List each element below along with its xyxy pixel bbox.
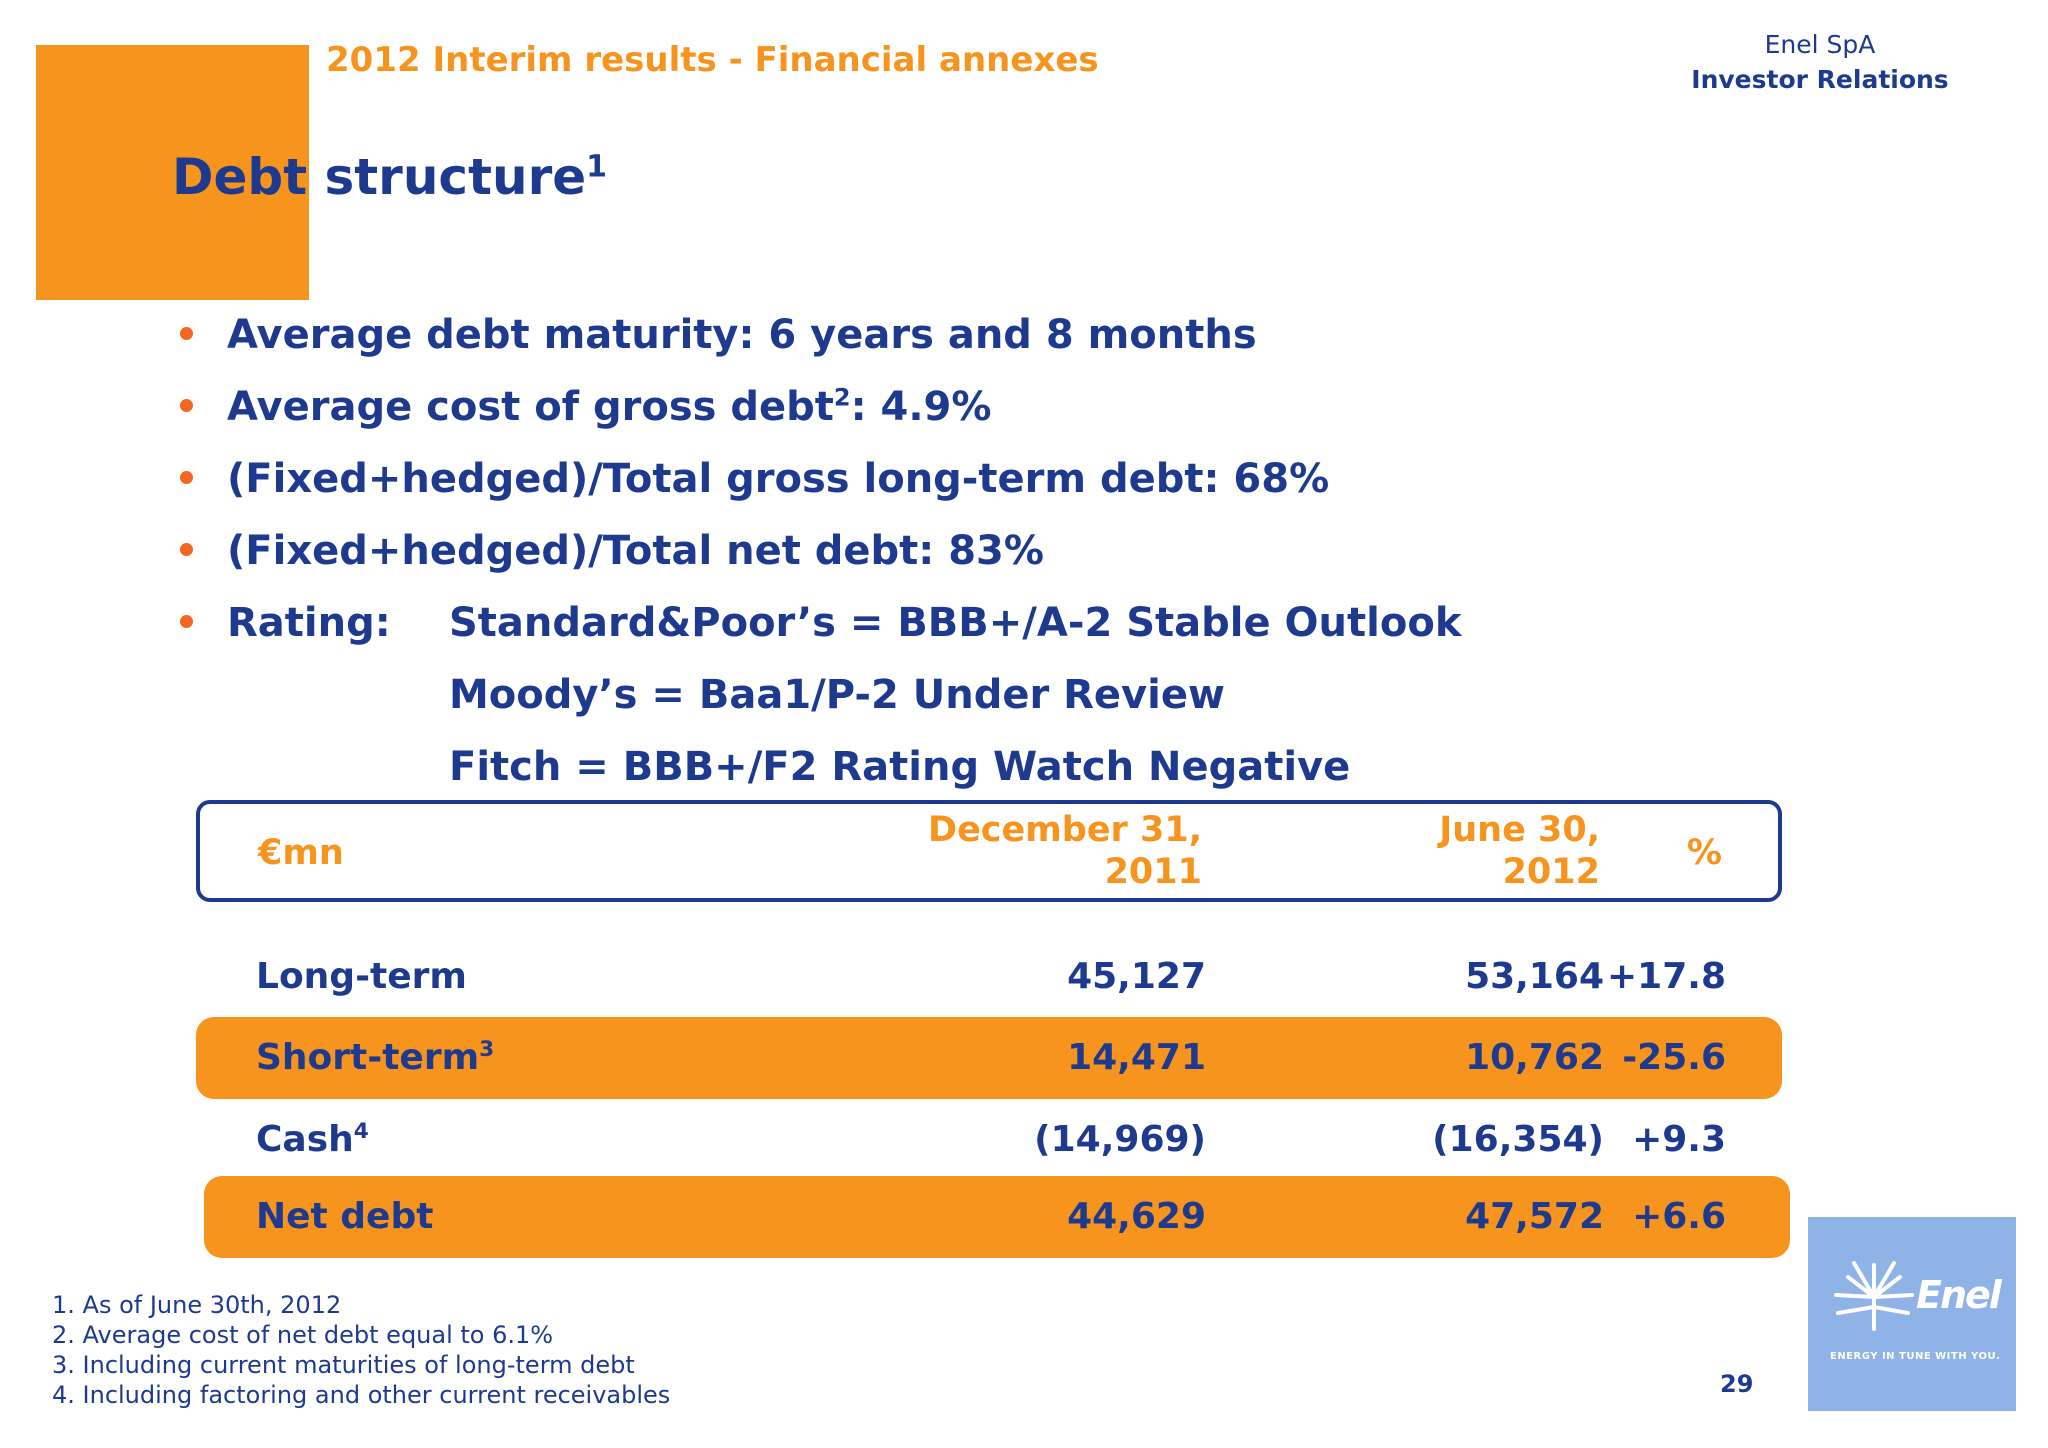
- table-row-cash: Cash4 (14,969) (16,354) +9.3: [196, 1099, 1782, 1181]
- bullet-fixed-net: (Fixed+hedged)/Total net debt: 83%: [180, 521, 1044, 581]
- enel-logo: Enel ENERGY IN TUNE WITH YOU.: [1808, 1217, 2016, 1411]
- bullet-cost: Average cost of gross debt2: 4.9%: [180, 377, 991, 437]
- page-title: Debt structure1: [172, 148, 607, 206]
- bullet-fixed-net-text: (Fixed+hedged)/Total net debt: 83%: [227, 528, 1044, 574]
- cell-pct: -25.6: [1622, 1037, 1726, 1078]
- table-row-long-term: Long-term 45,127 53,164 +17.8: [196, 936, 1782, 1018]
- rating-sp: Standard&Poor’s = BBB+/A-2 Stable Outloo…: [449, 600, 1462, 646]
- header-dec-2011-line1: December 31,: [928, 810, 1202, 850]
- table-row-short-term: Short-term3 14,471 10,762 -25.6: [196, 1017, 1782, 1099]
- cell-pct: +17.8: [1607, 956, 1726, 997]
- header-jun-2012: June 30, 2012: [1439, 809, 1600, 893]
- enel-tree-icon: [1834, 1261, 1914, 1331]
- rating-fitch: Fitch = BBB+/F2 Rating Watch Negative: [449, 744, 1351, 790]
- header-dec-2011-line2: 2011: [1104, 852, 1202, 892]
- row-label: Cash4: [256, 1099, 369, 1181]
- bullet-dot: [180, 542, 193, 556]
- bullet-dot: [180, 398, 193, 412]
- footnote-2: 2. Average cost of net debt equal to 6.1…: [52, 1321, 554, 1349]
- cell-jun-2012: (16,354): [1432, 1119, 1604, 1160]
- cell-dec-2011: 14,471: [1067, 1037, 1206, 1078]
- row-footnote-ref: 3: [479, 1037, 495, 1062]
- rating-label: Rating:: [227, 600, 391, 646]
- row-label: Net debt: [256, 1176, 433, 1258]
- cell-dec-2011: 44,629: [1067, 1196, 1206, 1237]
- company-name: Enel SpA: [1764, 30, 1876, 59]
- page-number: 29: [1720, 1370, 1754, 1398]
- row-label-text: Long-term: [256, 956, 467, 997]
- footnotes: 1. As of June 30th, 2012 2. Average cost…: [52, 1290, 670, 1410]
- row-label: Short-term3: [256, 1017, 494, 1099]
- logo-wordmark: Enel: [1916, 1273, 2002, 1317]
- footnote-4: 4. Including factoring and other current…: [52, 1381, 671, 1409]
- department-name: Investor Relations: [1691, 65, 1949, 94]
- header-pct: %: [1686, 833, 1722, 873]
- cell-jun-2012: 10,762: [1465, 1037, 1604, 1078]
- bullet-maturity-text: Average debt maturity: 6 years and 8 mon…: [227, 312, 1257, 358]
- row-label-text: Net debt: [256, 1196, 434, 1237]
- footnote-3: 3. Including current maturities of long-…: [52, 1351, 635, 1379]
- bullet-dot: [180, 470, 193, 484]
- bullet-dot: [180, 326, 193, 340]
- presentation-subtitle: 2012 Interim results - Financial annexes: [326, 40, 1099, 80]
- bullet-cost-value: : 4.9%: [850, 384, 992, 430]
- logo-tagline: ENERGY IN TUNE WITH YOU.: [1830, 1351, 2001, 1362]
- company-block: Enel SpA Investor Relations: [1690, 30, 1950, 94]
- cell-pct: +6.6: [1632, 1196, 1726, 1237]
- header-dec-2011: December 31, 2011: [928, 809, 1202, 893]
- bullet-cost-text: Average cost of gross debt: [227, 384, 834, 430]
- header-orange-block: [36, 45, 309, 300]
- header-unit: €mn: [258, 833, 344, 873]
- cell-dec-2011: 45,127: [1067, 956, 1206, 997]
- cell-dec-2011: (14,969): [1034, 1119, 1206, 1160]
- bullet-rating: Rating:: [180, 593, 440, 653]
- bullet-fixed-gross-text: (Fixed+hedged)/Total gross long-term deb…: [227, 456, 1330, 502]
- title-footnote-ref: 1: [586, 149, 608, 185]
- row-label-text: Short-term: [256, 1037, 480, 1078]
- row-label-text: Cash: [256, 1119, 354, 1160]
- page-title-text: Debt structure: [172, 148, 587, 206]
- table-header: €mn December 31, 2011 June 30, 2012 %: [196, 800, 1782, 902]
- bullet-dot: [180, 614, 193, 628]
- cell-jun-2012: 47,572: [1465, 1196, 1604, 1237]
- table-row-net-debt: Net debt 44,629 47,572 +6.6: [204, 1176, 1790, 1258]
- header-jun-2012-line1: June 30,: [1439, 810, 1600, 850]
- row-label: Long-term: [256, 936, 467, 1018]
- bullet-cost-footnote-ref: 2: [833, 383, 851, 412]
- bullet-maturity: Average debt maturity: 6 years and 8 mon…: [180, 305, 1257, 365]
- rating-moodys: Moody’s = Baa1/P-2 Under Review: [449, 672, 1225, 718]
- row-footnote-ref: 4: [353, 1119, 369, 1144]
- bullet-fixed-gross: (Fixed+hedged)/Total gross long-term deb…: [180, 449, 1329, 509]
- cell-pct: +9.3: [1632, 1119, 1726, 1160]
- cell-jun-2012: 53,164: [1465, 956, 1604, 997]
- footnote-1: 1. As of June 30th, 2012: [52, 1291, 342, 1319]
- header-jun-2012-line2: 2012: [1502, 852, 1600, 892]
